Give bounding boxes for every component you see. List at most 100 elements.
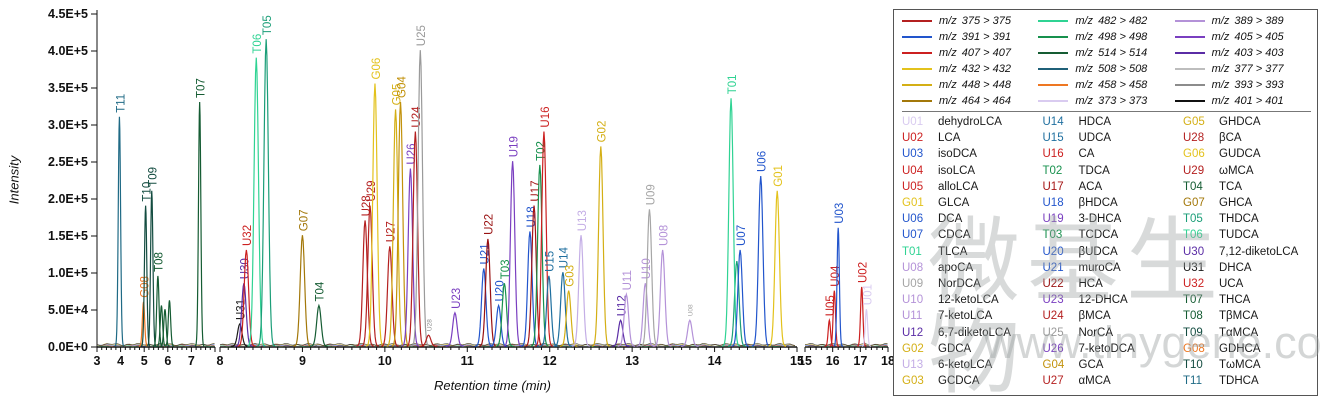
mz-prefix: m/z [1211, 95, 1230, 107]
compound-name: 6,7-diketoLCA [938, 326, 1011, 339]
compound-code: T06 [1183, 229, 1203, 242]
peak-label-T02: T02 [536, 141, 548, 161]
compound-name: CA [1078, 148, 1095, 161]
peak-label-T08: T08 [154, 252, 166, 272]
compound-row: G06 GUDCA [1183, 146, 1311, 162]
y-tick-label: 3.5E+5 [48, 81, 88, 95]
peak-label-U06: U06 [757, 151, 769, 172]
compound-name: UCA [1219, 277, 1244, 290]
compound-name: TLCA [938, 245, 968, 258]
x-tick-label: 7 [188, 354, 195, 368]
mz-color-line-icon [1038, 84, 1069, 86]
compound-code: U13 [902, 358, 924, 371]
compound-code: G01 [902, 197, 924, 210]
compound-code: U08 [902, 261, 924, 274]
peak-label-U29: U29 [366, 180, 378, 201]
peak-U01: U01 [861, 284, 874, 347]
x-tick-label: 11 [461, 354, 474, 368]
compound-row: U11 7-ketoLCA [902, 308, 1043, 324]
mz-transition-label: m/z 407 > 407 [939, 47, 1011, 59]
peak-G04: G04 [391, 76, 410, 347]
peak-U26: U26 [401, 143, 420, 347]
compound-code: U01 [902, 116, 924, 129]
peak-label-U19: U19 [509, 136, 521, 157]
mz-legend-item: m/z 482 > 482 [1038, 13, 1174, 29]
peak-label-G05: G05 [391, 84, 403, 106]
peak-T07: T07 [194, 78, 208, 347]
x-tick-label: 5 [141, 354, 148, 368]
peak-U07: U07 [731, 225, 749, 347]
peak-U11: U11 [617, 270, 636, 347]
peak-U24: U24 [406, 106, 425, 347]
compound-code: T07 [1183, 294, 1203, 307]
compound-code: U20 [1042, 245, 1064, 258]
compound-row: T11 TDHCA [1183, 373, 1311, 389]
y-tick-label: 1.5E+5 [48, 229, 88, 243]
peak-G06: G06 [365, 58, 384, 347]
mz-prefix: m/z [1075, 79, 1094, 91]
mz-color-line-icon [1174, 52, 1205, 54]
mz-color-line-icon [1174, 20, 1205, 22]
compound-column: G05 GHDCA U28 βCA G06 GUDCA U29 ωMCA T04 TCA G07 GH… [1183, 114, 1311, 389]
compound-row: G05 GHDCA [1183, 114, 1311, 130]
mz-legend-column: m/z 482 > 482 m/z 498 > 498 m/z 514 > 514 m/z 5… [1038, 13, 1174, 109]
compound-row: U20 βUDCA [1043, 244, 1184, 260]
compound-code: G02 [902, 342, 924, 355]
compound-name: HCA [1078, 277, 1103, 290]
compound-row: U13 6-ketoLCA [902, 357, 1043, 373]
peak-U02: U02 [857, 262, 870, 347]
y-tick-label: 1.0E+5 [48, 266, 88, 280]
mz-value: 405 > 405 [1234, 31, 1284, 43]
peak-label-T07: T07 [196, 78, 208, 98]
peak-label-U03: U03 [834, 203, 846, 224]
compound-code: G07 [1183, 197, 1205, 210]
mz-value: 401 > 401 [1234, 95, 1284, 107]
peak-U03: U03 [833, 203, 846, 347]
compound-code: U15 [1042, 132, 1064, 145]
compound-name: TDHCA [1219, 375, 1259, 388]
compound-row: U28 βCA [1183, 130, 1311, 146]
mz-legend-item: m/z 464 > 464 [902, 93, 1038, 109]
compound-code: U14 [1042, 116, 1064, 129]
compound-name: GDHCA [1219, 342, 1261, 355]
x-tick-label: 15 [790, 354, 804, 368]
compound-code: T05 [1183, 213, 1203, 226]
mz-prefix: m/z [939, 63, 957, 75]
compound-row: G04 GCA [1043, 357, 1184, 373]
x-tick-label: 13 [625, 354, 639, 368]
x-tick-label: 12 [543, 354, 557, 368]
compound-name: isoDCA [938, 148, 977, 161]
mz-value: 448 > 448 [961, 79, 1011, 91]
peak-label-U17: U17 [530, 180, 542, 201]
mz-prefix: m/z [939, 15, 957, 27]
compound-name: GHCA [1219, 197, 1253, 210]
compound-row: U30 7,12-diketoLCA [1183, 244, 1311, 260]
compound-name: muroCA [1078, 261, 1121, 274]
compound-code: U16 [1042, 148, 1064, 161]
mz-transition-label: m/z 432 > 432 [939, 63, 1011, 75]
compound-row: T05 THDCA [1183, 211, 1311, 227]
compound-name: 6-ketoLCA [938, 358, 993, 371]
compound-row: T08 TβMCA [1183, 308, 1311, 324]
peak-label-U01: U01 [862, 284, 874, 305]
compound-code: U30 [1183, 245, 1205, 258]
x-tick-label: 6 [164, 354, 171, 368]
peak-U29: U29 [361, 180, 379, 347]
mz-prefix: m/z [1075, 31, 1094, 43]
compound-row: T03 TCDCA [1043, 227, 1184, 243]
compound-row: T06 TUDCA [1183, 227, 1311, 243]
compound-row: U19 3-DHCA [1043, 211, 1184, 227]
mz-transition-label: m/z 391 > 391 [939, 31, 1011, 43]
mz-legend-item: m/z 391 > 391 [902, 29, 1038, 45]
compound-code: T01 [902, 245, 922, 258]
compound-table: U01 dehydroLCA U02 LCA U03 isoDCA U04 isoLCA U05… [902, 112, 1311, 389]
peak-minor [156, 305, 167, 347]
mz-legend-item: m/z 405 > 405 [1174, 29, 1311, 45]
peak-label-T01: T01 [727, 74, 739, 94]
compound-name: TDCA [1078, 164, 1110, 177]
x-tick-label: 15 [798, 354, 812, 368]
peak-label-U30: U30 [240, 258, 252, 279]
compound-name: TωMCA [1219, 358, 1261, 371]
peak-label-G02: G02 [597, 121, 609, 143]
mz-legend-item: m/z 401 > 401 [1174, 93, 1311, 109]
